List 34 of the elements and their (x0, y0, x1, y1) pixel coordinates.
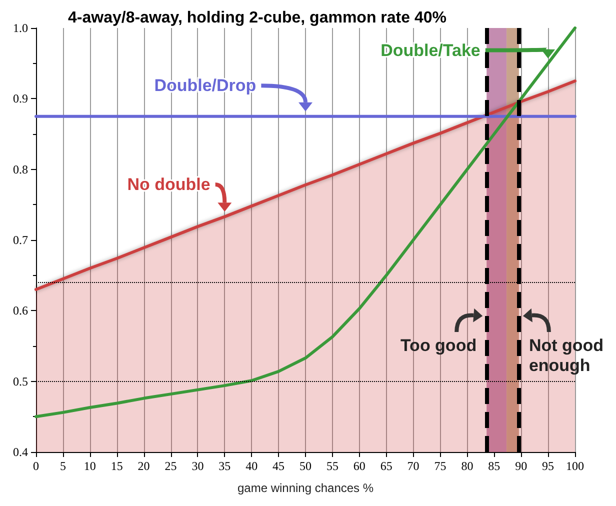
x-tick-label: 60 (353, 459, 366, 473)
x-tick-label: 20 (138, 459, 150, 473)
x-tick-label: 75 (434, 459, 446, 473)
y-tick-label: 0.8 (13, 162, 28, 176)
y-tick-label: 0.6 (13, 304, 28, 318)
x-tick-label: 10 (84, 459, 96, 473)
legend-label: No double (127, 175, 210, 194)
x-tick-label: 5 (60, 459, 66, 473)
x-axis-title: game winning chances % (237, 481, 374, 495)
x-tick-label: 95 (542, 459, 554, 473)
x-tick-label: 35 (218, 459, 231, 473)
y-tick-label: 0.7 (13, 233, 28, 247)
x-tick-label: 45 (272, 459, 285, 473)
x-tick-label: 25 (164, 459, 177, 473)
x-tick-label: 100 (566, 459, 584, 473)
y-tick-label: 0.4 (13, 445, 28, 459)
chart-title: 4-away/8-away, holding 2-cube, gammon rate 40% (68, 10, 446, 26)
legend-label: Double/Take (380, 40, 480, 60)
x-tick-label: 70 (407, 459, 420, 473)
x-tick-label: 65 (380, 459, 392, 473)
x-tick-label: 15 (110, 459, 123, 473)
ref-line-label: Too good (400, 336, 477, 355)
y-tick-label: 1.0 (13, 21, 28, 35)
x-tick-label: 30 (192, 459, 204, 473)
y-tick-label: 0.9 (13, 92, 28, 106)
y-tick-label: 0.5 (13, 374, 28, 388)
x-tick-label: 85 (488, 459, 500, 473)
ref-line-label: Not good enough (528, 336, 604, 375)
x-tick-label: 40 (246, 459, 258, 473)
x-tick-label: 0 (33, 459, 39, 473)
x-tick-label: 80 (461, 459, 474, 473)
x-tick-label: 50 (300, 459, 312, 473)
x-tick-label: 55 (326, 459, 338, 473)
x-tick-label: 90 (515, 459, 528, 473)
